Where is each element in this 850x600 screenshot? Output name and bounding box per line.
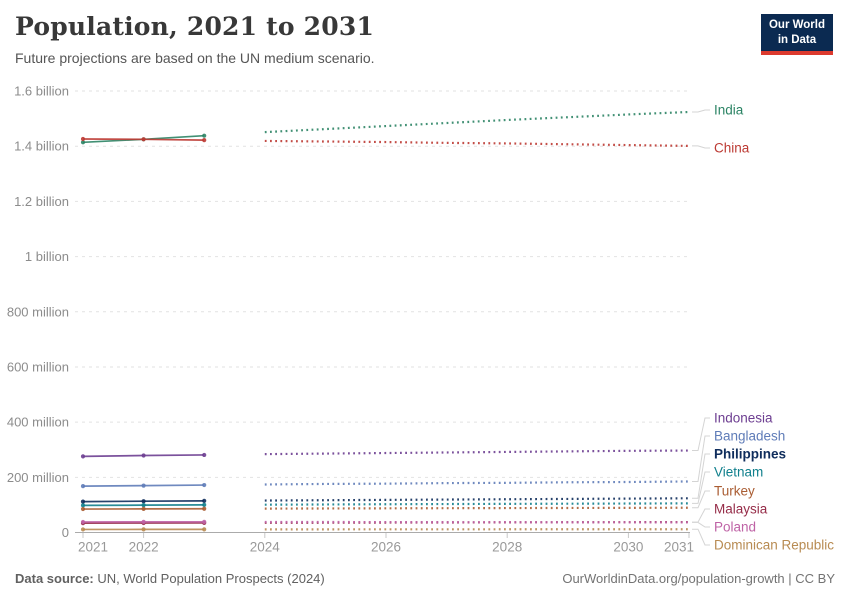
series-point-indonesia <box>141 453 146 458</box>
series-point-philippines <box>141 499 146 504</box>
series-point-indonesia <box>80 454 86 459</box>
label-connector-poland <box>692 521 710 528</box>
series-point-china <box>80 136 86 142</box>
series-label-dominican-republic[interactable]: Dominican Republic <box>714 538 834 553</box>
y-tick-label: 600 million <box>7 359 69 374</box>
label-connector-malaysia <box>692 508 710 523</box>
label-connector-indonesia <box>692 417 710 452</box>
x-tick-label: 2026 <box>371 540 401 555</box>
chart-footer: Data source: UN, World Population Prospe… <box>15 571 835 586</box>
series-projection-line-bangladesh <box>264 480 690 486</box>
y-tick-label: 200 million <box>7 470 69 485</box>
series-point-turkey <box>80 506 86 512</box>
page-subtitle: Future projections are based on the UN m… <box>15 50 375 66</box>
y-tick-label: 800 million <box>7 304 69 319</box>
x-tick-label: 2031 <box>664 540 694 555</box>
label-connector-china <box>692 145 710 149</box>
data-source-label: Data source: <box>15 571 94 586</box>
y-tick-label: 0 <box>62 525 69 540</box>
y-tick-label: 400 million <box>7 415 69 430</box>
label-connector-india <box>692 109 710 113</box>
x-tick-label: 2028 <box>492 540 522 555</box>
series-projection-line-india <box>264 110 690 134</box>
label-connector-turkey <box>692 490 710 509</box>
series-point-poland <box>202 519 207 524</box>
label-connector-philippines <box>692 453 710 499</box>
y-tick-label: 1.6 billion <box>14 84 69 99</box>
series-projection-line-turkey <box>264 506 690 510</box>
series-point-dominican-republic <box>141 527 146 532</box>
x-tick-label: 2022 <box>129 540 159 555</box>
series-point-china <box>202 138 207 143</box>
series-point-turkey <box>202 506 207 511</box>
label-connector-bangladesh <box>692 435 710 482</box>
owid-logo-line2: in Data <box>777 33 817 46</box>
series-label-turkey[interactable]: Turkey <box>714 484 755 499</box>
x-tick-label: 2030 <box>613 540 643 555</box>
series-label-poland[interactable]: Poland <box>714 520 756 535</box>
series-point-bangladesh <box>141 483 146 488</box>
credit-link[interactable]: OurWorldinData.org/population-growth | C… <box>562 571 835 586</box>
series-projection-line-indonesia <box>264 449 690 456</box>
y-tick-label: 1.2 billion <box>14 194 69 209</box>
series-label-malaysia[interactable]: Malaysia <box>714 502 768 517</box>
series-point-dominican-republic <box>80 527 86 532</box>
series-point-vietnam <box>202 502 207 508</box>
series-point-china <box>141 137 146 142</box>
series-point-bangladesh <box>80 484 86 489</box>
series-point-vietnam <box>141 503 146 508</box>
series-projection-line-philippines <box>264 497 690 502</box>
owid-logo[interactable]: Our World in Data <box>760 14 833 55</box>
y-tick-label: 1 billion <box>25 249 69 264</box>
page-title: Population, 2021 to 2031 <box>15 12 375 41</box>
x-tick-label: 2021 <box>78 540 108 555</box>
series-point-turkey <box>141 506 146 512</box>
series-label-vietnam[interactable]: Vietnam <box>714 465 763 480</box>
chart-header: Population, 2021 to 2031 Future projecti… <box>15 12 375 66</box>
x-tick-label: 2024 <box>250 540 281 555</box>
series-point-vietnam <box>80 503 86 508</box>
series-point-poland <box>141 519 146 524</box>
series-label-philippines[interactable]: Philippines <box>714 447 786 462</box>
series-label-china[interactable]: China <box>714 141 750 156</box>
series-label-bangladesh[interactable]: Bangladesh <box>714 429 785 444</box>
label-connector-vietnam <box>692 471 710 504</box>
series-point-dominican-republic <box>202 527 207 532</box>
series-point-philippines <box>80 499 86 504</box>
y-tick-label: 1.4 billion <box>14 139 69 154</box>
series-projection-line-china <box>264 139 690 148</box>
series-label-india[interactable]: India <box>714 103 744 118</box>
series-point-philippines <box>202 498 207 503</box>
owid-logo-line1: Our World <box>768 19 825 31</box>
series-point-poland <box>80 519 86 525</box>
series-point-india <box>202 133 207 138</box>
series-projection-line-vietnam <box>264 502 690 506</box>
series-label-indonesia[interactable]: Indonesia <box>714 411 773 426</box>
series-point-indonesia <box>202 452 207 458</box>
label-connector-dominican-republic <box>692 528 710 546</box>
series-point-bangladesh <box>202 482 207 488</box>
data-source-note: Data source: UN, World Population Prospe… <box>15 571 325 586</box>
series-point-india <box>80 140 86 145</box>
data-source-text: UN, World Population Prospects (2024) <box>93 571 325 586</box>
